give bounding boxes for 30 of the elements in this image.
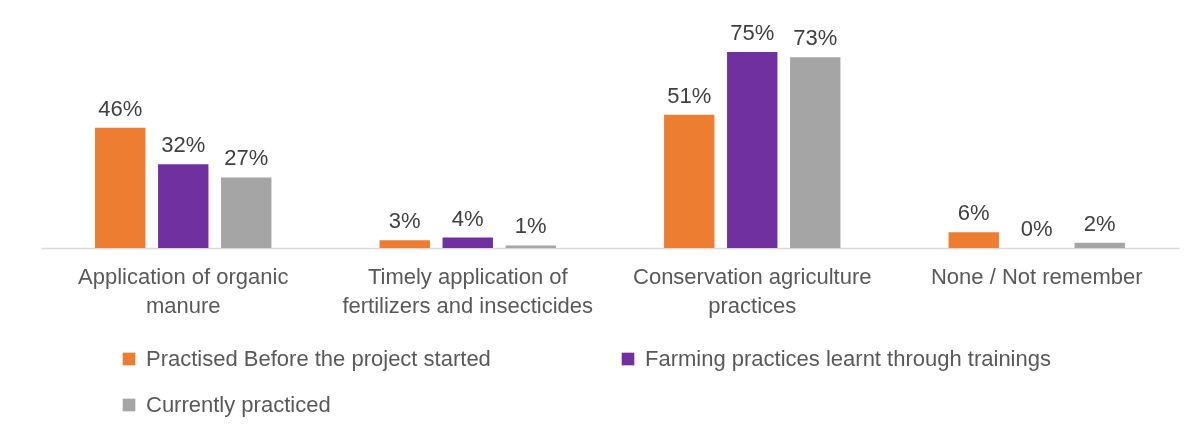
bar <box>442 237 493 248</box>
data-label: 75% <box>730 20 775 45</box>
bar <box>790 57 841 248</box>
legend-label: Practised Before the project started <box>146 346 491 371</box>
x-tick-label: Conservation agriculture practices <box>633 263 872 318</box>
bar <box>948 232 999 248</box>
data-label: 2% <box>1083 210 1116 236</box>
data-label: 6% <box>957 200 990 226</box>
legend-label: Currently practiced <box>146 392 331 417</box>
x-tick-label: None / Not remember <box>930 263 1143 289</box>
data-label: 27% <box>224 145 269 171</box>
data-label: 3% <box>388 208 421 234</box>
data-label: 51% <box>667 82 712 108</box>
data-label: 46% <box>98 95 143 121</box>
bar <box>158 164 209 248</box>
bar <box>221 177 272 248</box>
bar <box>95 127 146 248</box>
bar <box>727 52 778 248</box>
data-label: 32% <box>161 132 206 158</box>
data-label: 1% <box>514 213 547 239</box>
bar <box>379 240 430 248</box>
x-tick-label: Timely application of fertilizers and insecticides <box>342 263 594 318</box>
data-label: 73% <box>793 25 838 51</box>
bar <box>505 245 556 248</box>
legend-label: Farming practices learnt through trainings <box>645 346 1051 371</box>
bar <box>664 114 715 248</box>
bar <box>1074 242 1125 248</box>
data-label: 4% <box>451 205 484 231</box>
x-tick-label: Application of organic manure <box>78 263 289 318</box>
data-label: 0% <box>1020 216 1053 241</box>
